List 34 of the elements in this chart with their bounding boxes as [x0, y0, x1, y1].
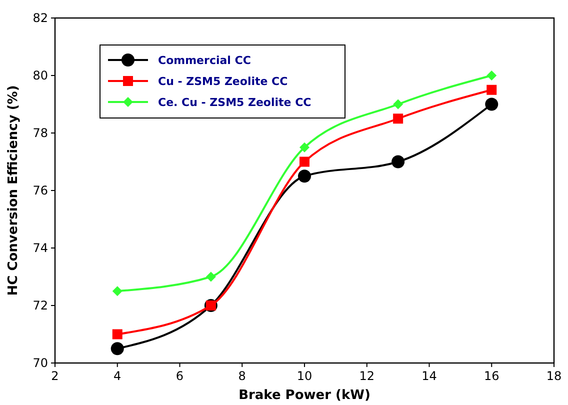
legend-label: Commercial CC [158, 54, 251, 67]
y-tick-label: 80 [32, 68, 48, 82]
point [112, 286, 122, 296]
x-tick-label: 10 [296, 369, 312, 383]
x-tick-label: 16 [484, 369, 500, 383]
point [486, 70, 497, 80]
x-tick-label: 2 [51, 369, 59, 383]
point [485, 98, 498, 111]
point [392, 155, 405, 168]
point [393, 114, 404, 124]
point [298, 170, 311, 183]
point [206, 272, 216, 282]
x-tick-label: 18 [546, 369, 562, 383]
x-tick-label: 4 [114, 369, 122, 383]
y-tick-label: 72 [32, 298, 48, 312]
point [112, 329, 122, 340]
legend-label: Cu - ZSM5 Zeolite CC [158, 75, 288, 88]
point [300, 142, 310, 152]
point [486, 84, 497, 95]
legend-label: Ce. Cu - ZSM5 Zeolite CC [158, 96, 312, 109]
y-tick-label: 82 [32, 11, 48, 25]
y-tick-label: 76 [32, 184, 48, 198]
y-tick-label: 74 [32, 241, 48, 255]
x-tick-label: 6 [176, 369, 184, 383]
point [110, 342, 124, 356]
y-axis-title: HC Conversion Efficiency (%) [6, 85, 21, 296]
x-tick-label: 12 [359, 369, 375, 383]
y-tick-label: 70 [32, 356, 48, 370]
y-tick-label: 78 [32, 126, 48, 140]
point [300, 156, 310, 167]
x-axis-title: Brake Power (kW) [238, 388, 370, 403]
x-tick-label: 14 [422, 369, 437, 383]
x-tick-label: 8 [238, 369, 246, 383]
point [393, 99, 404, 110]
